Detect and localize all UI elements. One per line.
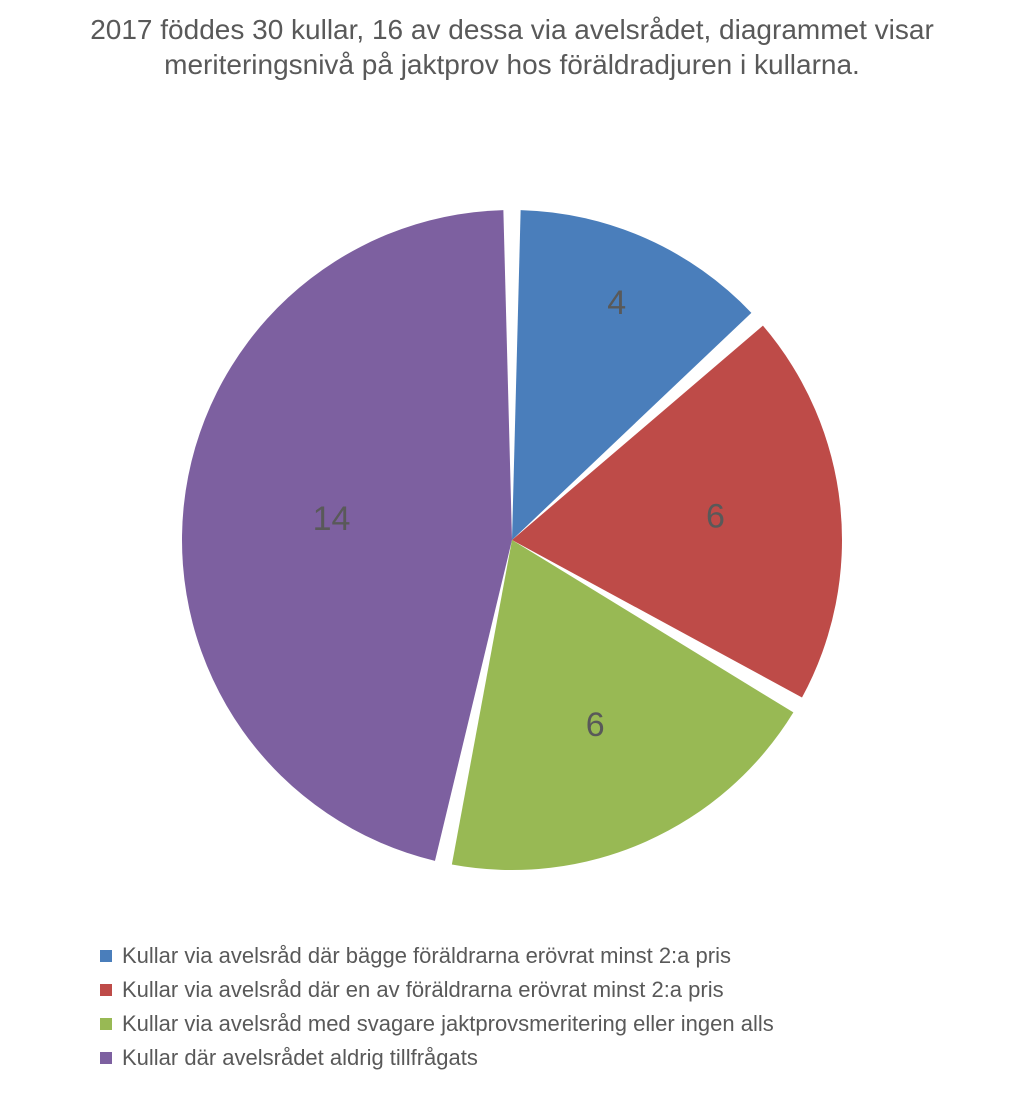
slice-value-label: 6 [706,498,725,536]
legend-item: Kullar via avelsråd med svagare jaktprov… [100,1007,774,1041]
legend-item: Kullar där avelsrådet aldrig tillfrågats [100,1041,774,1075]
legend-label: Kullar där avelsrådet aldrig tillfrågats [122,1041,478,1075]
chart-title: 2017 föddes 30 kullar, 16 av dessa via a… [0,12,1024,82]
legend-marker [100,984,112,996]
legend-marker [100,950,112,962]
legend-marker [100,1018,112,1030]
slice-value-label: 6 [586,706,605,744]
legend-item: Kullar via avelsråd där en av föräldrarn… [100,973,774,1007]
chart-container: 2017 föddes 30 kullar, 16 av dessa via a… [0,0,1024,1099]
pie-chart: 4 6 6 14 [0,190,1024,890]
legend-label: Kullar via avelsråd där en av föräldrarn… [122,973,724,1007]
legend-marker [100,1052,112,1064]
pie-svg: 4 6 6 14 [0,190,1024,890]
legend-label: Kullar via avelsråd med svagare jaktprov… [122,1007,774,1041]
legend: Kullar via avelsråd där bägge föräldrarn… [100,939,774,1075]
legend-label: Kullar via avelsråd där bägge föräldrarn… [122,939,731,973]
slice-value-label: 14 [313,500,351,538]
slice-value-label: 4 [607,284,626,322]
legend-item: Kullar via avelsråd där bägge föräldrarn… [100,939,774,973]
